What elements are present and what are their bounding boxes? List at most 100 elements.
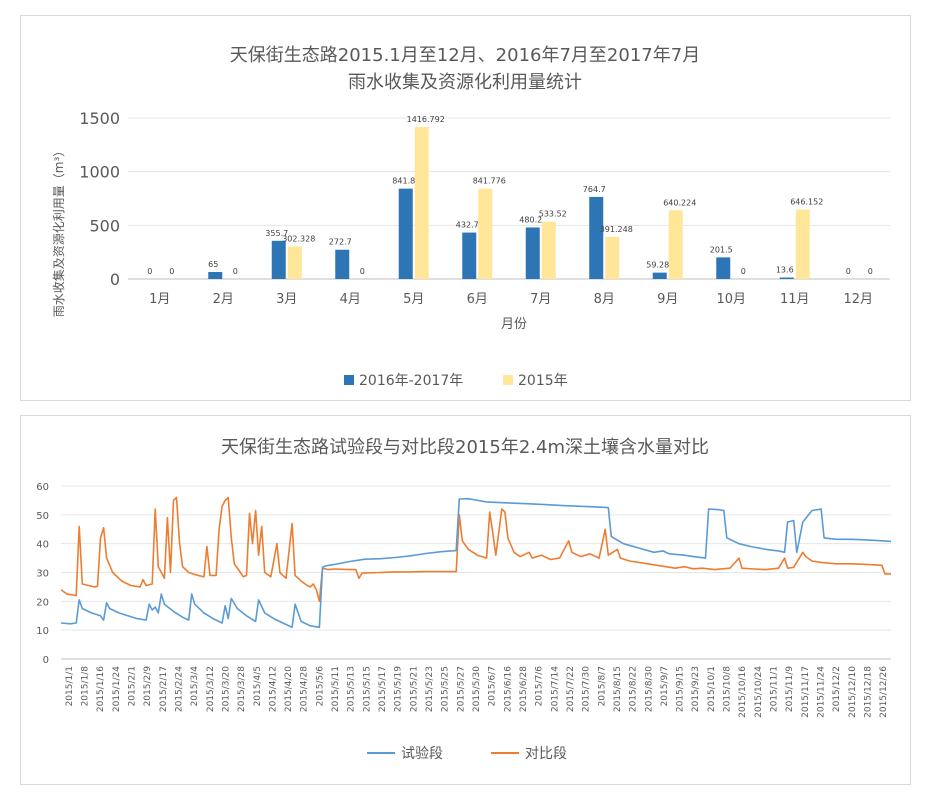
line-x-tick-label: 2015/5/30	[472, 666, 482, 712]
bar-chart-y-axis-label: 雨水收集及资源化利用量（m³）	[51, 145, 66, 318]
line-x-tick-label: 2015/6/28	[519, 666, 529, 712]
bar-data-label: 841.776	[473, 177, 506, 186]
line-chart-x-axis: 2015/1/1 2015/1/8 2015/1/16 2015/1/24 2015/2…	[65, 666, 889, 718]
bar-chart-grid	[128, 117, 890, 280]
line-x-tick-label: 2015/5/15	[362, 666, 372, 712]
legend-swatch-2015	[503, 375, 513, 385]
line-x-tick-label: 2015/7/22	[566, 666, 576, 712]
bar-y-tick-label: 0	[110, 270, 120, 289]
line-x-tick-label: 2015/3/4	[190, 666, 200, 707]
line-x-tick-label: 2015/12/26	[879, 666, 889, 718]
line-x-tick-label: 2015/8/22	[629, 666, 639, 712]
line-y-tick-label: 40	[36, 540, 49, 551]
bar-0-1	[208, 272, 223, 279]
bar-data-label: 201.5	[710, 245, 733, 254]
bar-data-label: 480.2	[519, 215, 542, 224]
line-x-tick-label: 2015/1/8	[80, 666, 90, 707]
line-x-tick-label: 2015/5/21	[409, 666, 419, 712]
bar-chart-bars	[208, 126, 810, 279]
line-chart-grid	[61, 485, 891, 660]
bar-data-label: 432.7	[456, 221, 479, 230]
bar-0-7	[589, 196, 604, 279]
bar-data-label: 0	[868, 267, 873, 276]
bar-x-tick-label: 5月	[403, 292, 424, 307]
bar-1-5	[478, 188, 493, 279]
bar-0-6	[525, 227, 540, 279]
line-x-tick-label: 2015/11/1	[770, 666, 780, 712]
legend-swatch-2016	[344, 375, 354, 385]
bar-x-tick-label: 2月	[213, 292, 234, 307]
bar-x-tick-label: 3月	[276, 292, 297, 307]
line-x-tick-label: 2015/5/23	[425, 666, 435, 712]
bar-data-label: 0	[846, 267, 851, 276]
bar-0-8	[652, 272, 667, 279]
line-x-tick-label: 2015/10/1	[707, 666, 717, 712]
legend-label-compare: 对比段	[525, 746, 567, 762]
bar-data-label: 272.7	[329, 238, 352, 247]
line-x-tick-label: 2015/5/11	[331, 666, 341, 712]
line-y-tick-label: 0	[43, 655, 49, 666]
line-x-tick-label: 2015/5/6	[315, 666, 325, 707]
legend-label-2015: 2015年	[518, 373, 568, 389]
line-x-tick-label: 2015/8/15	[613, 666, 623, 712]
bar-x-tick-label: 1月	[149, 292, 170, 307]
line-x-tick-label: 2015/10/24	[754, 666, 764, 718]
line-chart-panel: 天保街生态路试验段与对比段2015年2.4m深土壤含水量对比 0 10 20 30 40…	[20, 415, 911, 785]
line-y-tick-label: 30	[36, 569, 49, 580]
line-x-tick-label: 2015/1/24	[112, 666, 122, 712]
bar-data-label: 65	[208, 260, 218, 269]
bar-1-2	[287, 246, 302, 279]
bar-x-tick-label: 9月	[657, 292, 678, 307]
bar-x-tick-label: 6月	[467, 292, 488, 307]
bar-1-8	[668, 210, 683, 279]
line-x-tick-label: 2015/6/7	[488, 666, 498, 706]
line-x-tick-label: 2015/5/19	[394, 666, 404, 712]
bar-0-2	[271, 240, 286, 279]
bar-data-label: 764.7	[583, 185, 606, 194]
line-x-tick-label: 2015/10/16	[738, 666, 748, 718]
line-x-tick-label: 2015/3/20	[221, 666, 231, 712]
line-x-tick-label: 2015/9/15	[676, 666, 686, 712]
line-x-tick-label: 2015/9/23	[691, 666, 701, 712]
line-x-tick-label: 2015/9/7	[660, 666, 670, 706]
line-chart-y-axis: 0 10 20 30 40 50 60	[36, 482, 49, 666]
line-x-tick-label: 2015/12/10	[848, 666, 858, 718]
bar-1-10	[795, 209, 810, 279]
line-x-tick-label: 2015/4/20	[284, 666, 294, 712]
line-series-compare	[60, 496, 891, 603]
bar-chart-title: 天保街生态路2015.1月至12月、2016年7月至2017年7月	[230, 45, 700, 66]
bar-data-label: 841.8	[392, 177, 415, 186]
bar-0-10	[779, 277, 794, 279]
line-x-tick-label: 2015/8/7	[597, 666, 607, 706]
line-x-tick-label: 2015/11/17	[801, 666, 811, 718]
bar-chart-legend: 2016年-2017年 2015年	[344, 373, 568, 389]
line-x-tick-label: 2015/10/8	[723, 666, 733, 712]
bar-y-tick-label: 1000	[79, 163, 120, 182]
line-x-tick-label: 2015/11/24	[817, 666, 827, 718]
line-x-tick-label: 2015/7/30	[582, 666, 592, 712]
line-x-tick-label: 2015/7/14	[550, 666, 560, 712]
line-y-tick-label: 50	[36, 511, 49, 522]
line-x-tick-label: 2015/12/2	[832, 666, 842, 712]
bar-1-6	[541, 221, 556, 279]
line-x-tick-label: 2015/2/24	[174, 666, 184, 712]
line-x-tick-label: 2015/1/16	[96, 666, 106, 712]
bar-chart-subtitle: 雨水收集及资源化利用量统计	[348, 72, 582, 93]
bar-data-label: 646.152	[790, 198, 823, 207]
line-series-test	[60, 497, 892, 629]
line-x-tick-label: 2015/3/28	[237, 666, 247, 712]
line-chart-legend: 试验段 对比段	[367, 746, 567, 762]
line-x-tick-label: 2015/4/28	[300, 666, 310, 712]
line-x-tick-label: 2015/3/12	[206, 666, 216, 712]
bar-x-tick-label: 7月	[530, 292, 551, 307]
bar-y-tick-label: 1500	[79, 109, 120, 128]
bar-x-tick-label: 11月	[780, 292, 810, 307]
bar-data-label: 533.52	[539, 210, 567, 219]
bar-x-tick-label: 4月	[340, 292, 361, 307]
legend-label-2016: 2016年-2017年	[359, 373, 463, 389]
bar-data-label: 640.224	[663, 198, 696, 207]
line-y-tick-label: 20	[36, 597, 49, 608]
bar-0-4	[398, 188, 413, 279]
line-x-tick-label: 2015/5/25	[441, 666, 451, 712]
